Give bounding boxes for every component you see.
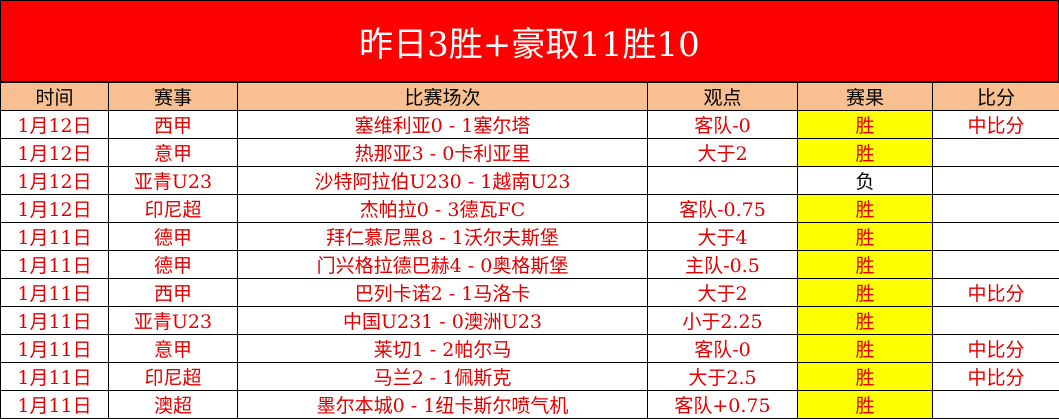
header-date: 时间 — [1, 83, 109, 111]
cell-pick[interactable]: 大于2.5 — [648, 363, 798, 391]
cell-date[interactable]: 1月12日 — [1, 139, 109, 167]
cell-result[interactable]: 胜 — [798, 223, 933, 251]
cell-result[interactable]: 胜 — [798, 251, 933, 279]
cell-match[interactable]: 莱切1 - 2帕尔马 — [238, 335, 648, 363]
header-score: 比分 — [933, 83, 1059, 111]
cell-pick[interactable]: 客队-0 — [648, 335, 798, 363]
header-match: 比赛场次 — [238, 83, 648, 111]
cell-result[interactable]: 胜 — [798, 363, 933, 391]
cell-score[interactable] — [933, 223, 1059, 251]
header-pick: 观点 — [648, 83, 798, 111]
cell-result[interactable]: 胜 — [798, 307, 933, 335]
cell-date[interactable]: 1月11日 — [1, 335, 109, 363]
cell-date[interactable]: 1月11日 — [1, 279, 109, 307]
cell-score[interactable]: 中比分 — [933, 111, 1059, 139]
cell-pick[interactable]: 客队-0.75 — [648, 195, 798, 223]
cell-pick[interactable] — [648, 167, 798, 195]
cell-date[interactable]: 1月11日 — [1, 363, 109, 391]
cell-league[interactable]: 德甲 — [109, 251, 238, 279]
cell-date[interactable]: 1月12日 — [1, 167, 109, 195]
cell-date[interactable]: 1月11日 — [1, 251, 109, 279]
cell-match[interactable]: 沙特阿拉伯U230 - 1越南U23 — [238, 167, 648, 195]
cell-pick[interactable]: 大于2 — [648, 279, 798, 307]
cell-league[interactable]: 西甲 — [109, 279, 238, 307]
cell-match[interactable]: 门兴格拉德巴赫4 - 0奥格斯堡 — [238, 251, 648, 279]
cell-league[interactable]: 印尼超 — [109, 363, 238, 391]
cell-league[interactable]: 意甲 — [109, 335, 238, 363]
cell-league[interactable]: 意甲 — [109, 139, 238, 167]
cell-date[interactable]: 1月12日 — [1, 111, 109, 139]
cell-match[interactable]: 杰帕拉0 - 3德瓦FC — [238, 195, 648, 223]
cell-score[interactable] — [933, 167, 1059, 195]
cell-date[interactable]: 1月12日 — [1, 195, 109, 223]
cell-score[interactable]: 中比分 — [933, 363, 1059, 391]
cell-pick[interactable]: 客队-0 — [648, 111, 798, 139]
cell-league[interactable]: 澳超 — [109, 391, 238, 419]
cell-match[interactable]: 拜仁慕尼黑8 - 1沃尔夫斯堡 — [238, 223, 648, 251]
cell-league[interactable]: 亚青U23 — [109, 307, 238, 335]
cell-league[interactable]: 德甲 — [109, 223, 238, 251]
cell-score[interactable] — [933, 195, 1059, 223]
cell-date[interactable]: 1月11日 — [1, 391, 109, 419]
cell-league[interactable]: 西甲 — [109, 111, 238, 139]
cell-match[interactable]: 塞维利亚0 - 1塞尔塔 — [238, 111, 648, 139]
cell-match[interactable]: 马兰2 - 1佩斯克 — [238, 363, 648, 391]
header-league: 赛事 — [109, 83, 238, 111]
cell-result[interactable]: 胜 — [798, 195, 933, 223]
cell-score[interactable] — [933, 251, 1059, 279]
cell-match[interactable]: 中国U231 - 0澳洲U23 — [238, 307, 648, 335]
cell-match[interactable]: 热那亚3 - 0卡利亚里 — [238, 139, 648, 167]
cell-match[interactable]: 巴列卡诺2 - 1马洛卡 — [238, 279, 648, 307]
cell-pick[interactable]: 大于2 — [648, 139, 798, 167]
cell-result[interactable]: 负 — [798, 167, 933, 195]
cell-result[interactable]: 胜 — [798, 279, 933, 307]
page-title: 昨日3胜+豪取11胜10 — [0, 0, 1059, 82]
cell-date[interactable]: 1月11日 — [1, 223, 109, 251]
cell-result[interactable]: 胜 — [798, 111, 933, 139]
cell-pick[interactable]: 小于2.25 — [648, 307, 798, 335]
cell-date[interactable]: 1月11日 — [1, 307, 109, 335]
cell-pick[interactable]: 客队+0.75 — [648, 391, 798, 419]
cell-pick[interactable]: 主队-0.5 — [648, 251, 798, 279]
cell-league[interactable]: 亚青U23 — [109, 167, 238, 195]
header-row: 时间 赛事 比赛场次 观点 赛果 比分 — [1, 83, 1059, 111]
cell-score[interactable] — [933, 391, 1059, 419]
results-table: 时间 赛事 比赛场次 观点 赛果 比分 1月12日西甲塞维利亚0 - 1塞尔塔客… — [0, 82, 1059, 419]
cell-result[interactable]: 胜 — [798, 139, 933, 167]
cell-score[interactable]: 中比分 — [933, 335, 1059, 363]
cell-result[interactable]: 胜 — [798, 391, 933, 419]
header-result: 赛果 — [798, 83, 933, 111]
cell-score[interactable] — [933, 307, 1059, 335]
cell-match[interactable]: 墨尔本城0 - 1纽卡斯尔喷气机 — [238, 391, 648, 419]
cell-score[interactable]: 中比分 — [933, 279, 1059, 307]
cell-score[interactable] — [933, 139, 1059, 167]
cell-pick[interactable]: 大于4 — [648, 223, 798, 251]
cell-league[interactable]: 印尼超 — [109, 195, 238, 223]
cell-result[interactable]: 胜 — [798, 335, 933, 363]
